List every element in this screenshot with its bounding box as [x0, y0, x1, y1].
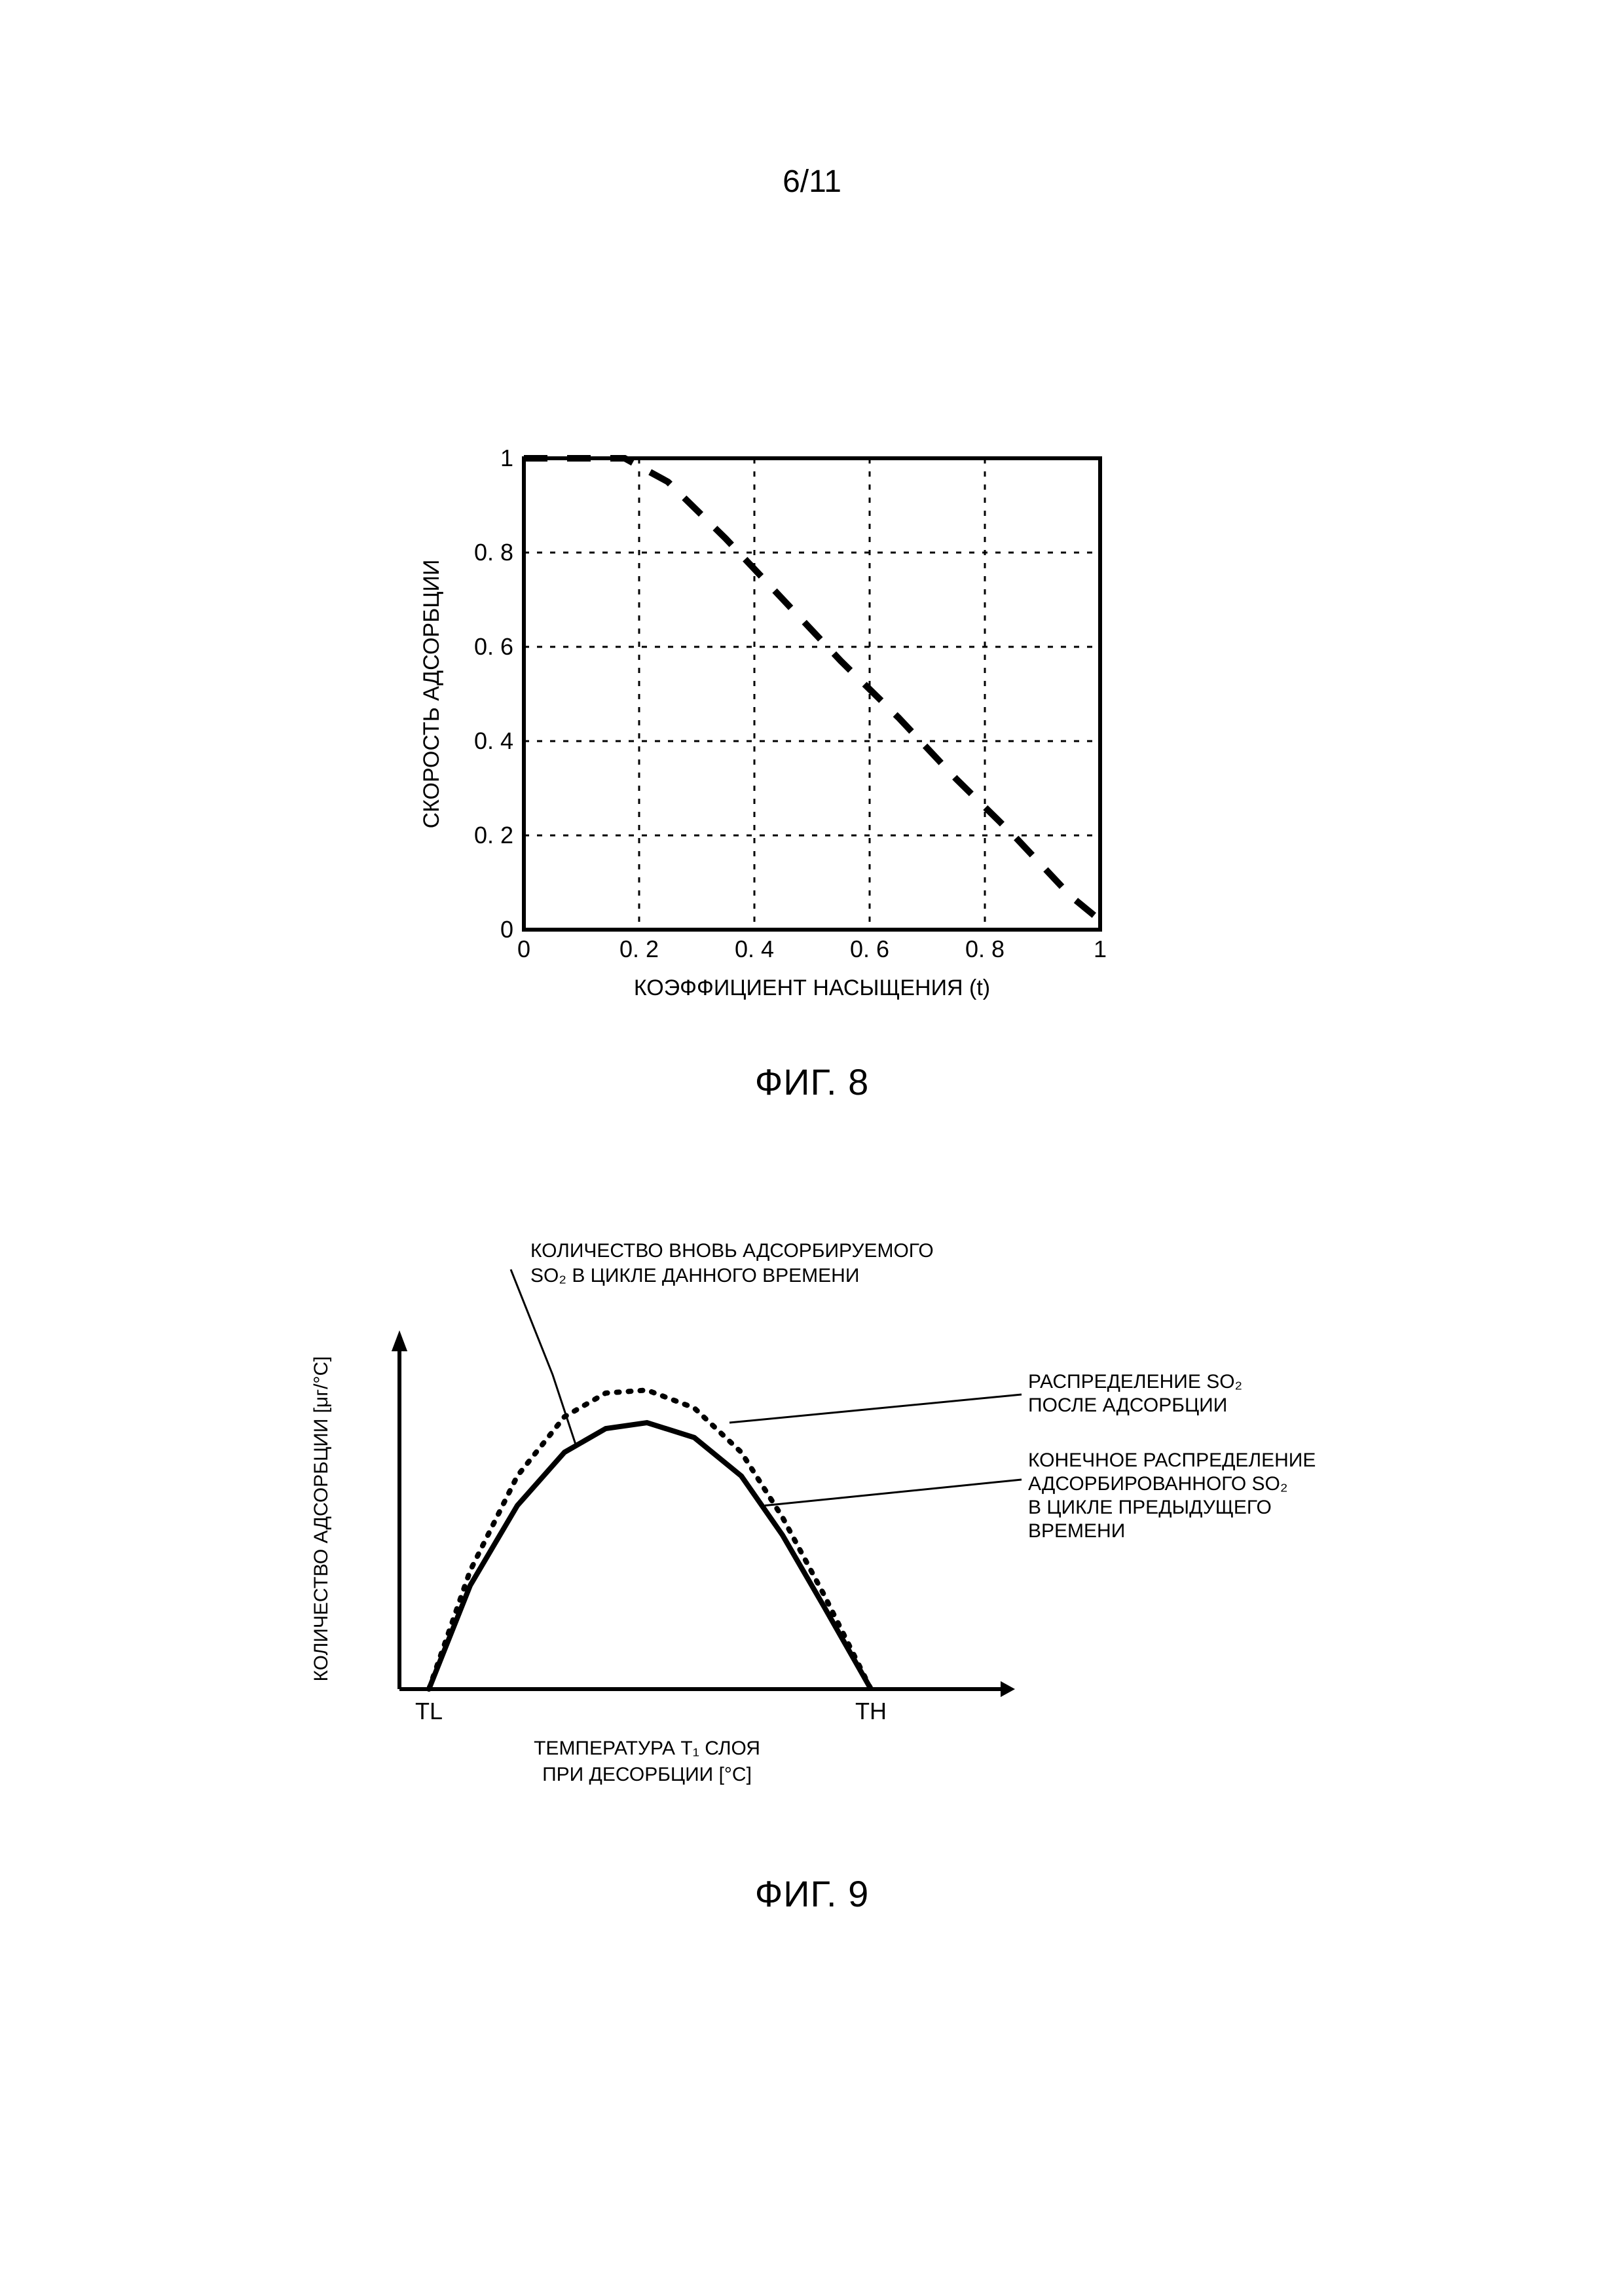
figure-9: TL TH ТЕМПЕРАТУРА T₁ СЛОЯ ПРИ ДЕСОРБЦИИ [°С… [282, 1231, 1329, 1836]
svg-text:ВРЕМЕНИ: ВРЕМЕНИ [1028, 1520, 1125, 1542]
svg-text:ПОСЛЕ АДСОРБЦИИ: ПОСЛЕ АДСОРБЦИИ [1028, 1394, 1227, 1416]
page-number: 6/11 [783, 164, 841, 200]
figure-8: 0 0. 2 0. 4 0. 6 0. 8 1 0 0. 2 0. 4 0. 6 0. 8 1 КОЭФ… [393, 445, 1179, 1025]
svg-text:1: 1 [1094, 936, 1107, 962]
fig8-chart: 0 0. 2 0. 4 0. 6 0. 8 1 0 0. 2 0. 4 0. 6 0. 8 1 КОЭФ… [393, 445, 1179, 1021]
svg-text:TH: TH [855, 1698, 887, 1724]
svg-text:0. 4: 0. 4 [735, 936, 774, 962]
fig8-caption: ФИГ. 8 [755, 1061, 870, 1103]
svg-text:КОЭФФИЦИЕНТ НАСЫЩЕНИЯ (t): КОЭФФИЦИЕНТ НАСЫЩЕНИЯ (t) [634, 975, 990, 1000]
svg-text:0. 6: 0. 6 [474, 633, 513, 660]
svg-text:ТЕМПЕРАТУРА T₁ СЛОЯ: ТЕМПЕРАТУРА T₁ СЛОЯ [534, 1738, 760, 1759]
svg-text:0. 2: 0. 2 [474, 822, 513, 848]
svg-text:0: 0 [517, 936, 530, 962]
page: 6/11 0 0. 2 0. 4 0. 6 0. 8 1 0 0. 2 0. 4 0. 6 0. 8… [0, 0, 1624, 2296]
svg-text:КОЛИЧЕСТВО ВНОВЬ АДСОРБИРУЕМОГ: КОЛИЧЕСТВО ВНОВЬ АДСОРБИРУЕМОГО [530, 1240, 934, 1262]
svg-text:1: 1 [500, 445, 513, 471]
fig9-chart: TL TH ТЕМПЕРАТУРА T₁ СЛОЯ ПРИ ДЕСОРБЦИИ [°С… [282, 1231, 1329, 1833]
svg-text:В ЦИКЛЕ ПРЕДЫДУЩЕГО: В ЦИКЛЕ ПРЕДЫДУЩЕГО [1028, 1497, 1272, 1518]
svg-text:0. 6: 0. 6 [850, 936, 889, 962]
svg-text:0. 2: 0. 2 [619, 936, 659, 962]
fig9-caption: ФИГ. 9 [755, 1872, 870, 1915]
svg-text:СКОРОСТЬ АДСОРБЦИИ: СКОРОСТЬ АДСОРБЦИИ [419, 560, 444, 829]
svg-text:SO₂ В ЦИКЛЕ ДАННОГО ВРЕМЕНИ: SO₂ В ЦИКЛЕ ДАННОГО ВРЕМЕНИ [530, 1265, 859, 1286]
svg-text:КОЛИЧЕСТВО АДСОРБЦИИ [μг/°С]: КОЛИЧЕСТВО АДСОРБЦИИ [μг/°С] [310, 1357, 332, 1682]
svg-text:РАСПРЕДЕЛЕНИЕ SO₂: РАСПРЕДЕЛЕНИЕ SO₂ [1028, 1371, 1242, 1393]
svg-text:TL: TL [415, 1698, 443, 1724]
svg-text:ПРИ ДЕСОРБЦИИ [°С]: ПРИ ДЕСОРБЦИИ [°С] [542, 1764, 752, 1785]
svg-text:0. 8: 0. 8 [965, 936, 1005, 962]
svg-text:АДСОРБИРОВАННОГО SO₂: АДСОРБИРОВАННОГО SO₂ [1028, 1473, 1288, 1495]
svg-text:КОНЕЧНОЕ РАСПРЕДЕЛЕНИЕ: КОНЕЧНОЕ РАСПРЕДЕЛЕНИЕ [1028, 1449, 1316, 1471]
svg-text:0. 8: 0. 8 [474, 539, 513, 566]
svg-text:0: 0 [500, 916, 513, 943]
svg-text:0. 4: 0. 4 [474, 727, 513, 754]
